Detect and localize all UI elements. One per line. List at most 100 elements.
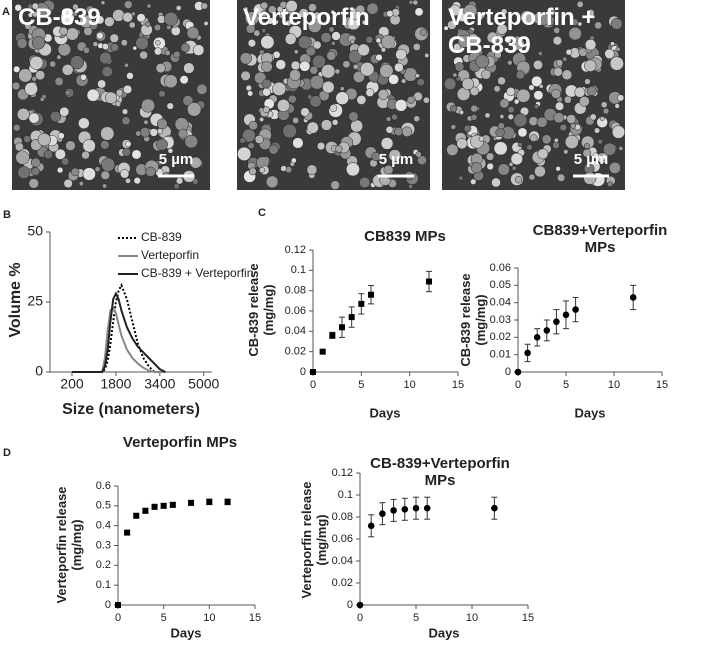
y-tick-label: 0.01 [490, 349, 511, 361]
x-tick-label: 0 [310, 379, 316, 391]
particle [504, 35, 512, 44]
particle [449, 4, 461, 17]
particle [196, 83, 208, 95]
particle [101, 65, 113, 78]
particle [491, 177, 501, 188]
particle [259, 116, 265, 122]
particle [496, 23, 508, 35]
particle [534, 165, 546, 178]
x-tick-label: 10 [608, 379, 620, 391]
particle [499, 114, 505, 119]
particle [415, 73, 420, 79]
particle [538, 83, 544, 89]
particle [607, 181, 613, 188]
image-label: CB-839 [18, 4, 101, 31]
particle [175, 5, 182, 11]
particle [243, 6, 249, 11]
particle [514, 175, 523, 184]
particle [149, 128, 159, 137]
particle [331, 31, 341, 41]
particle [516, 88, 531, 103]
particle [83, 46, 90, 54]
y-tick-label: 0.02 [285, 346, 306, 358]
particle [557, 173, 566, 182]
particle [617, 94, 625, 102]
particle [450, 124, 457, 130]
particle [511, 165, 517, 171]
particle [359, 176, 371, 189]
particle [274, 19, 279, 25]
particle [158, 90, 166, 98]
y-tick-label: 0.06 [285, 305, 306, 317]
legend-label: CB-839 [141, 230, 182, 244]
x-tick-label: 5 [413, 612, 419, 624]
particle [307, 19, 322, 33]
particle [24, 82, 38, 96]
particle [574, 86, 586, 98]
particle [29, 55, 44, 70]
legend-label: Verteporfin [141, 248, 199, 262]
particle [290, 60, 301, 71]
y-axis-label: CB-839 release (mg/mg) [458, 273, 488, 367]
particle [469, 86, 480, 96]
y-tick-label: 50 [27, 223, 43, 239]
particle [102, 183, 108, 189]
particle [350, 119, 364, 133]
particle [326, 50, 337, 61]
particle [23, 135, 32, 144]
x-tick-label: 5 [563, 379, 569, 391]
particle [533, 90, 544, 101]
particle [183, 62, 195, 74]
marker [533, 334, 541, 341]
particle [470, 178, 477, 185]
particle [342, 60, 351, 69]
particle [141, 98, 156, 113]
particle [412, 42, 421, 51]
particle [563, 149, 569, 155]
particle [403, 67, 418, 82]
particle [463, 3, 478, 19]
marker [514, 368, 522, 376]
particle [306, 164, 318, 176]
marker [426, 278, 432, 285]
particle [96, 32, 104, 40]
particle [583, 171, 597, 185]
particle [577, 21, 583, 27]
particle [589, 113, 597, 121]
x-axis-label: Size (nanometers) [62, 400, 200, 418]
marker [160, 502, 167, 509]
x-tick-label: 5 [358, 379, 364, 391]
marker [124, 529, 131, 536]
x-tick-label: 200 [60, 376, 84, 392]
particle [56, 54, 62, 60]
particle [517, 142, 523, 148]
y-tick-label: 0.1 [338, 489, 353, 501]
marker [491, 504, 498, 512]
legend-label: CB-839 + Verteporfin [141, 266, 253, 280]
particle [455, 76, 461, 82]
particle [563, 95, 572, 104]
marker [348, 314, 355, 321]
particle [13, 65, 21, 73]
particle [276, 5, 284, 13]
particle [309, 75, 325, 90]
particle [298, 35, 312, 50]
particle [493, 141, 508, 156]
particle [240, 70, 251, 81]
particle [97, 79, 107, 89]
particle [306, 121, 319, 134]
particle [59, 106, 70, 117]
particle [278, 12, 285, 19]
particle [586, 9, 595, 18]
particle [56, 166, 64, 174]
particle [239, 137, 246, 144]
particle [394, 127, 404, 137]
marker [572, 306, 579, 313]
particle [119, 169, 130, 179]
particle [584, 78, 591, 85]
x-tick-label: 5000 [188, 376, 219, 392]
y-axis-label: CB-839 release (mg/mg) [246, 263, 276, 357]
y-tick-label: 0.04 [285, 325, 306, 337]
particle [533, 59, 543, 70]
